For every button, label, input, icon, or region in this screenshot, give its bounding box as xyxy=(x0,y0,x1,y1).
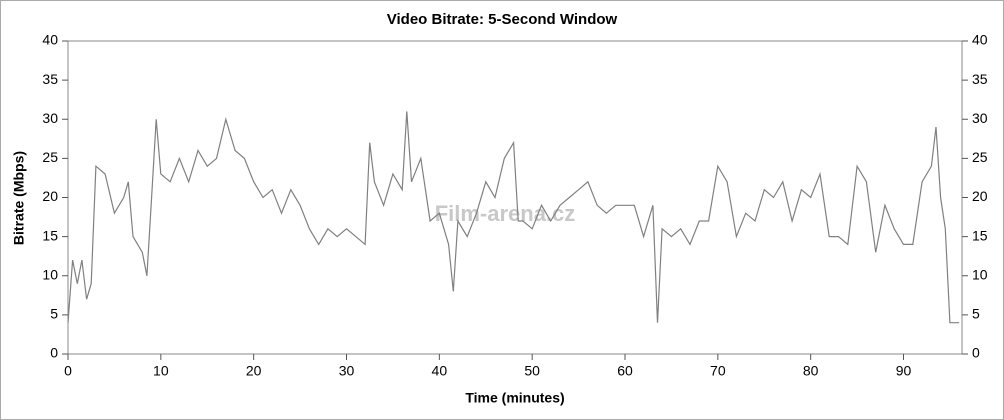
y2-tick-label: 30 xyxy=(972,110,988,126)
x-tick-label: 40 xyxy=(432,363,448,379)
y-tick-label: 35 xyxy=(42,71,58,87)
data-line xyxy=(67,111,960,324)
y-tick-label: 20 xyxy=(42,188,58,204)
x-tick-label: 20 xyxy=(246,363,262,379)
x-tick-label: 70 xyxy=(710,363,726,379)
y-tick-label: 10 xyxy=(42,266,58,282)
y-tick-label: 0 xyxy=(50,345,58,361)
x-tick-label: 10 xyxy=(153,363,169,379)
y-tick-label: 5 xyxy=(50,306,58,322)
y2-tick-label: 5 xyxy=(972,306,980,322)
x-axis-label: Time (minutes) xyxy=(465,390,564,406)
y-tick-label: 40 xyxy=(42,32,58,48)
x-tick-label: 60 xyxy=(617,363,633,379)
watermark: Film-arena.cz xyxy=(435,201,576,226)
y-tick-label: 30 xyxy=(42,110,58,126)
x-tick-label: 30 xyxy=(339,363,355,379)
y2-tick-label: 20 xyxy=(972,188,988,204)
x-tick-label: 80 xyxy=(803,363,819,379)
y2-tick-label: 10 xyxy=(972,266,988,282)
y-tick-label: 15 xyxy=(42,227,58,243)
x-tick-label: 0 xyxy=(64,363,72,379)
x-tick-label: 90 xyxy=(896,363,912,379)
y2-tick-label: 40 xyxy=(972,32,988,48)
y2-tick-label: 0 xyxy=(972,345,980,361)
y2-tick-label: 25 xyxy=(972,149,988,165)
y2-tick-label: 15 xyxy=(972,227,988,243)
x-tick-label: 50 xyxy=(524,363,540,379)
y2-tick-label: 35 xyxy=(972,71,988,87)
chart-title: Video Bitrate: 5-Second Window xyxy=(387,11,618,28)
y-tick-label: 25 xyxy=(42,149,58,165)
y-axis-label: Bitrate (Mbps) xyxy=(11,151,27,245)
